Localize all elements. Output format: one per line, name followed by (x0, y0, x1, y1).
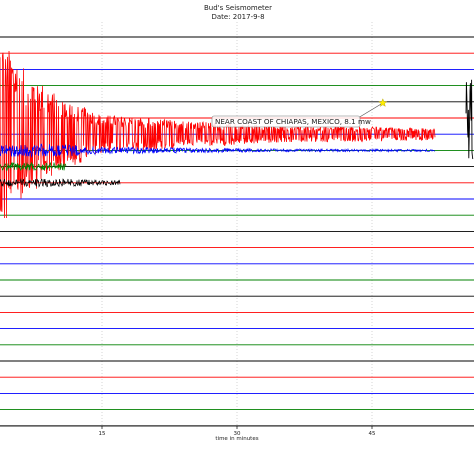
seismic-burst-right (465, 79, 474, 160)
chart-title: Bud's Seismometer (204, 4, 272, 12)
x-tick-label-30: 30 (234, 431, 241, 437)
seismic-trace-row-7 (0, 143, 436, 158)
annotation-label: NEAR COAST OF CHIAPAS, MEXICO, 8.1 mw (215, 117, 371, 126)
chart-subtitle: Date: 2017-9-8 (211, 13, 264, 21)
seismic-trace-row-8 (0, 161, 67, 172)
x-axis-label: time in minutes (215, 436, 258, 442)
event-annotation: NEAR COAST OF CHIAPAS, MEXICO, 8.1 mw (211, 98, 388, 128)
time-grid (101, 22, 373, 426)
x-tick-label-15: 15 (99, 431, 106, 437)
seismic-trace-row-9 (0, 177, 121, 188)
annotation-box (211, 115, 361, 128)
x-tick-label-45: 45 (369, 431, 376, 437)
annotation-leader (357, 102, 383, 119)
seismic-traces (0, 50, 474, 219)
x-axis-ticks: 15 30 45 (0, 425, 474, 437)
event-star-marker (378, 98, 388, 107)
